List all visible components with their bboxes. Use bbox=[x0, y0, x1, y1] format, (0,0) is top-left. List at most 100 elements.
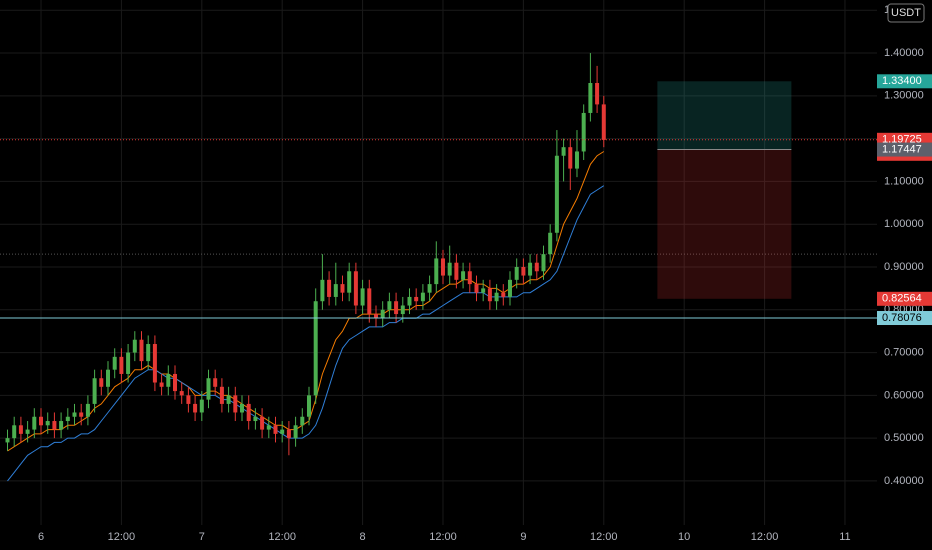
candle-body bbox=[306, 395, 311, 417]
candle-body bbox=[494, 292, 499, 302]
candle-body bbox=[313, 301, 318, 396]
candle-body bbox=[166, 373, 171, 387]
y-tick-label: 1.10000 bbox=[884, 175, 924, 187]
candle-body bbox=[119, 356, 124, 374]
candle-body bbox=[394, 301, 399, 315]
candle-body bbox=[213, 378, 218, 387]
unit-label: USDT bbox=[891, 7, 921, 19]
candle-body bbox=[79, 412, 84, 417]
candle-body bbox=[380, 309, 385, 319]
candle-body bbox=[400, 305, 405, 315]
candle-body bbox=[112, 356, 117, 370]
candle-body bbox=[353, 271, 358, 306]
candle-body bbox=[327, 279, 332, 297]
candle-body bbox=[474, 284, 479, 293]
candle-body bbox=[206, 378, 211, 400]
candle-body bbox=[528, 262, 533, 276]
candle-body bbox=[193, 403, 198, 413]
candle-body bbox=[286, 429, 291, 439]
candle-body bbox=[574, 151, 579, 169]
candle-body bbox=[360, 288, 365, 306]
x-tick-label: 12:00 bbox=[429, 531, 457, 543]
candle-body bbox=[226, 395, 231, 404]
candle-body bbox=[280, 429, 285, 434]
x-tick-label: 8 bbox=[360, 531, 366, 543]
candle-body bbox=[434, 258, 439, 285]
candle-body bbox=[106, 369, 111, 387]
candle-body bbox=[534, 262, 539, 272]
candle-body bbox=[179, 391, 184, 396]
candle-body bbox=[39, 416, 44, 426]
candle-body bbox=[521, 266, 526, 276]
candle-body bbox=[561, 147, 566, 156]
candle-body bbox=[414, 296, 419, 302]
candle-body bbox=[554, 155, 559, 233]
candle-body bbox=[541, 254, 546, 272]
price-tag-label: 1.33400 bbox=[882, 75, 922, 87]
price-tag bbox=[877, 311, 932, 326]
candle-body bbox=[514, 266, 519, 280]
x-tick-label: 12:00 bbox=[590, 531, 618, 543]
candle-body bbox=[246, 403, 251, 422]
candle-body bbox=[407, 296, 412, 306]
candle-body bbox=[548, 232, 553, 255]
candle-body bbox=[59, 421, 64, 430]
candle-body bbox=[219, 386, 224, 404]
candle-body bbox=[92, 378, 97, 404]
y-tick-label: 0.70000 bbox=[884, 346, 924, 358]
candle-body bbox=[233, 395, 238, 413]
y-tick-label: 1.30000 bbox=[884, 90, 924, 102]
candle-body bbox=[293, 425, 298, 439]
candle-body bbox=[186, 395, 191, 404]
y-tick-label: 1.40000 bbox=[884, 47, 924, 59]
candle-body bbox=[72, 412, 77, 417]
candle-body bbox=[132, 339, 137, 353]
candle-body bbox=[25, 429, 30, 434]
x-tick-label: 9 bbox=[520, 531, 526, 543]
price-tag-label: 0.82564 bbox=[882, 293, 922, 305]
x-tick-label: 12:00 bbox=[268, 531, 296, 543]
price-tag-label: 0.78076 bbox=[882, 312, 922, 324]
price-tag bbox=[877, 291, 932, 306]
candle-body bbox=[588, 83, 593, 113]
candle-body bbox=[507, 279, 512, 297]
x-tick-label: 12:00 bbox=[751, 531, 779, 543]
candle-body bbox=[126, 352, 131, 374]
candle-body bbox=[253, 416, 258, 422]
position-loss bbox=[657, 149, 792, 299]
candle-body bbox=[487, 288, 492, 302]
candle-body bbox=[347, 271, 352, 293]
candle-body bbox=[367, 288, 372, 315]
y-tick-label: 0.90000 bbox=[884, 261, 924, 273]
candle-body bbox=[420, 292, 425, 302]
candle-body bbox=[18, 425, 23, 434]
candle-body bbox=[461, 271, 466, 280]
candle-body bbox=[387, 301, 392, 310]
candle-body bbox=[32, 416, 37, 430]
candle-body bbox=[601, 104, 606, 140]
candle-body bbox=[146, 344, 151, 362]
candle-body bbox=[159, 382, 164, 387]
ma-line bbox=[7, 151, 605, 452]
candle-body bbox=[172, 373, 177, 392]
price-tag bbox=[877, 142, 932, 157]
y-tick-label: 0.60000 bbox=[884, 389, 924, 401]
unit-box bbox=[887, 3, 925, 23]
y-tick-label: 0.40000 bbox=[884, 475, 924, 487]
candle-body bbox=[52, 421, 57, 430]
x-tick-label: 12:00 bbox=[108, 531, 136, 543]
price-tag-label: 1.17447 bbox=[882, 143, 922, 155]
candle-body bbox=[454, 262, 459, 280]
position-profit bbox=[657, 81, 792, 150]
candle-body bbox=[568, 147, 573, 169]
candle-body bbox=[266, 425, 271, 430]
candle-body bbox=[260, 416, 265, 430]
candle-body bbox=[85, 403, 90, 417]
x-tick-label: 11 bbox=[839, 531, 850, 543]
candle-body bbox=[65, 416, 70, 422]
candle-body bbox=[152, 344, 157, 383]
candle-body bbox=[139, 339, 144, 362]
candle-body bbox=[273, 425, 278, 434]
